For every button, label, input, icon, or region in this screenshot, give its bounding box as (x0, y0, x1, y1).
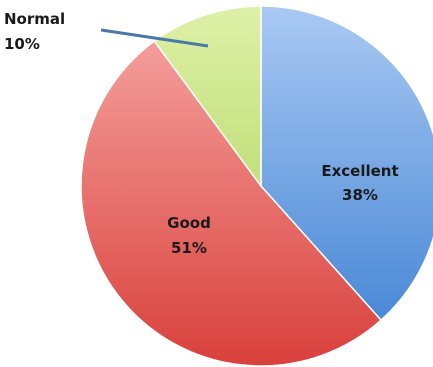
pie-labels: Excellent 38% Good 51% Normal 10% (4, 10, 399, 257)
good-label: Good (167, 214, 211, 232)
normal-leader-line (100, 28, 209, 48)
excellent-value-label: 38% (342, 186, 378, 204)
excellent-label: Excellent (321, 162, 398, 180)
pie-slices (80, 5, 433, 367)
good-slice (80, 40, 383, 367)
normal-value-label: 10% (4, 35, 40, 53)
excellent-slice (260, 5, 433, 322)
normal-label: Normal (4, 10, 65, 28)
good-value-label: 51% (171, 239, 207, 257)
